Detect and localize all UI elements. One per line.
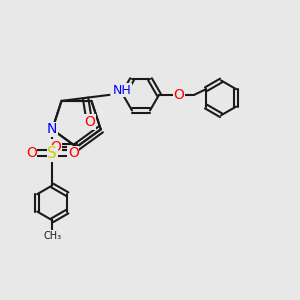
Text: O: O [26,146,37,161]
Text: CH₃: CH₃ [43,231,61,241]
Text: O: O [50,140,61,154]
Text: O: O [174,88,184,102]
Text: N: N [47,122,57,136]
Text: NH: NH [113,84,132,97]
Text: S: S [47,146,57,161]
Text: O: O [85,115,95,129]
Text: O: O [68,146,79,161]
